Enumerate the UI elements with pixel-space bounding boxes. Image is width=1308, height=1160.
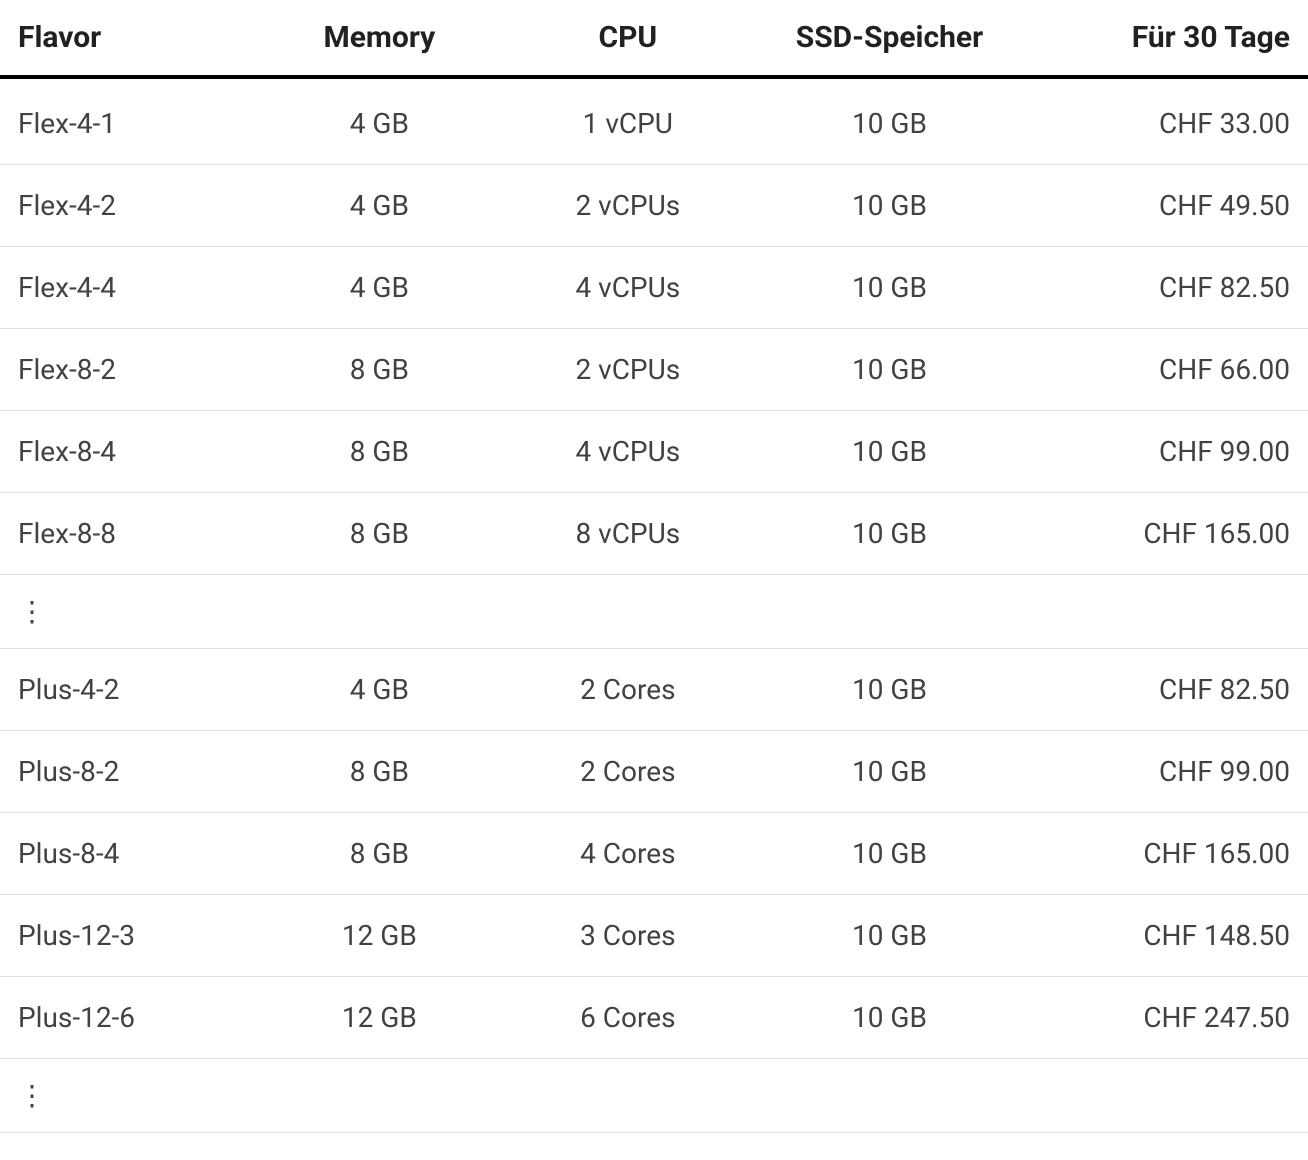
table-row: Plus-8-48 GB4 Cores10 GBCHF 165.00 [0, 813, 1308, 895]
cell-price: CHF 33.00 [1020, 77, 1308, 165]
cell-ssd: 10 GB [759, 977, 1021, 1059]
table-header: Flavor Memory CPU SSD-Speicher Für 30 Ta… [0, 0, 1308, 77]
table-row: Flex-8-28 GB2 vCPUs10 GBCHF 66.00 [0, 329, 1308, 411]
cell-flavor: Plus-8-4 [0, 813, 262, 895]
cell-memory: 12 GB [262, 895, 497, 977]
cell-flavor: Plus-8-2 [0, 731, 262, 813]
cell-ssd: 10 GB [759, 731, 1021, 813]
cell-ssd: 10 GB [759, 411, 1021, 493]
cell-cpu: 8 vCPUs [497, 493, 759, 575]
cell-cpu: 2 Cores [497, 649, 759, 731]
cell-flavor: Flex-4-1 [0, 77, 262, 165]
cell-ssd: 10 GB [759, 813, 1021, 895]
ellipsis-row: ⋮ [0, 575, 1308, 649]
header-ssd: SSD-Speicher [759, 0, 1021, 77]
table-row: Plus-12-312 GB3 Cores10 GBCHF 148.50 [0, 895, 1308, 977]
cell-cpu: 4 vCPUs [497, 247, 759, 329]
table-row: Plus-4-24 GB2 Cores10 GBCHF 82.50 [0, 649, 1308, 731]
pricing-table: Flavor Memory CPU SSD-Speicher Für 30 Ta… [0, 0, 1308, 1133]
cell-ssd: 10 GB [759, 77, 1021, 165]
cell-price: CHF 165.00 [1020, 813, 1308, 895]
ellipsis-cell: ⋮ [0, 575, 1308, 649]
cell-price: CHF 99.00 [1020, 731, 1308, 813]
vertical-ellipsis-icon: ⋮ [18, 1082, 47, 1110]
cell-ssd: 10 GB [759, 247, 1021, 329]
cell-ssd: 10 GB [759, 165, 1021, 247]
cell-memory: 8 GB [262, 411, 497, 493]
cell-flavor: Flex-8-8 [0, 493, 262, 575]
cell-flavor: Plus-12-3 [0, 895, 262, 977]
cell-memory: 4 GB [262, 649, 497, 731]
cell-price: CHF 165.00 [1020, 493, 1308, 575]
cell-price: CHF 82.50 [1020, 649, 1308, 731]
cell-cpu: 3 Cores [497, 895, 759, 977]
table-row: Flex-4-44 GB4 vCPUs10 GBCHF 82.50 [0, 247, 1308, 329]
cell-price: CHF 148.50 [1020, 895, 1308, 977]
cell-memory: 8 GB [262, 329, 497, 411]
cell-cpu: 4 vCPUs [497, 411, 759, 493]
cell-memory: 8 GB [262, 731, 497, 813]
cell-flavor: Plus-12-6 [0, 977, 262, 1059]
cell-ssd: 10 GB [759, 329, 1021, 411]
cell-cpu: 2 vCPUs [497, 329, 759, 411]
table-row: Flex-8-48 GB4 vCPUs10 GBCHF 99.00 [0, 411, 1308, 493]
cell-price: CHF 247.50 [1020, 977, 1308, 1059]
cell-memory: 8 GB [262, 493, 497, 575]
cell-flavor: Plus-4-2 [0, 649, 262, 731]
cell-price: CHF 49.50 [1020, 165, 1308, 247]
cell-flavor: Flex-8-2 [0, 329, 262, 411]
table-row: Flex-8-88 GB8 vCPUs10 GBCHF 165.00 [0, 493, 1308, 575]
table-row: Flex-4-24 GB2 vCPUs10 GBCHF 49.50 [0, 165, 1308, 247]
cell-cpu: 1 vCPU [497, 77, 759, 165]
cell-cpu: 2 vCPUs [497, 165, 759, 247]
vertical-ellipsis-icon: ⋮ [18, 598, 47, 626]
table-body: Flex-4-14 GB1 vCPU10 GBCHF 33.00Flex-4-2… [0, 77, 1308, 1133]
header-flavor: Flavor [0, 0, 262, 77]
cell-ssd: 10 GB [759, 493, 1021, 575]
header-cpu: CPU [497, 0, 759, 77]
header-row: Flavor Memory CPU SSD-Speicher Für 30 Ta… [0, 0, 1308, 77]
ellipsis-row: ⋮ [0, 1059, 1308, 1133]
cell-memory: 8 GB [262, 813, 497, 895]
cell-price: CHF 66.00 [1020, 329, 1308, 411]
cell-cpu: 2 Cores [497, 731, 759, 813]
cell-flavor: Flex-8-4 [0, 411, 262, 493]
cell-cpu: 4 Cores [497, 813, 759, 895]
cell-memory: 4 GB [262, 77, 497, 165]
table-row: Plus-12-612 GB6 Cores10 GBCHF 247.50 [0, 977, 1308, 1059]
cell-price: CHF 99.00 [1020, 411, 1308, 493]
cell-flavor: Flex-4-2 [0, 165, 262, 247]
cell-ssd: 10 GB [759, 895, 1021, 977]
cell-memory: 12 GB [262, 977, 497, 1059]
header-memory: Memory [262, 0, 497, 77]
ellipsis-cell: ⋮ [0, 1059, 1308, 1133]
cell-flavor: Flex-4-4 [0, 247, 262, 329]
table-row: Plus-8-28 GB2 Cores10 GBCHF 99.00 [0, 731, 1308, 813]
cell-cpu: 6 Cores [497, 977, 759, 1059]
cell-price: CHF 82.50 [1020, 247, 1308, 329]
table-row: Flex-4-14 GB1 vCPU10 GBCHF 33.00 [0, 77, 1308, 165]
cell-ssd: 10 GB [759, 649, 1021, 731]
cell-memory: 4 GB [262, 165, 497, 247]
header-price: Für 30 Tage [1020, 0, 1308, 77]
cell-memory: 4 GB [262, 247, 497, 329]
